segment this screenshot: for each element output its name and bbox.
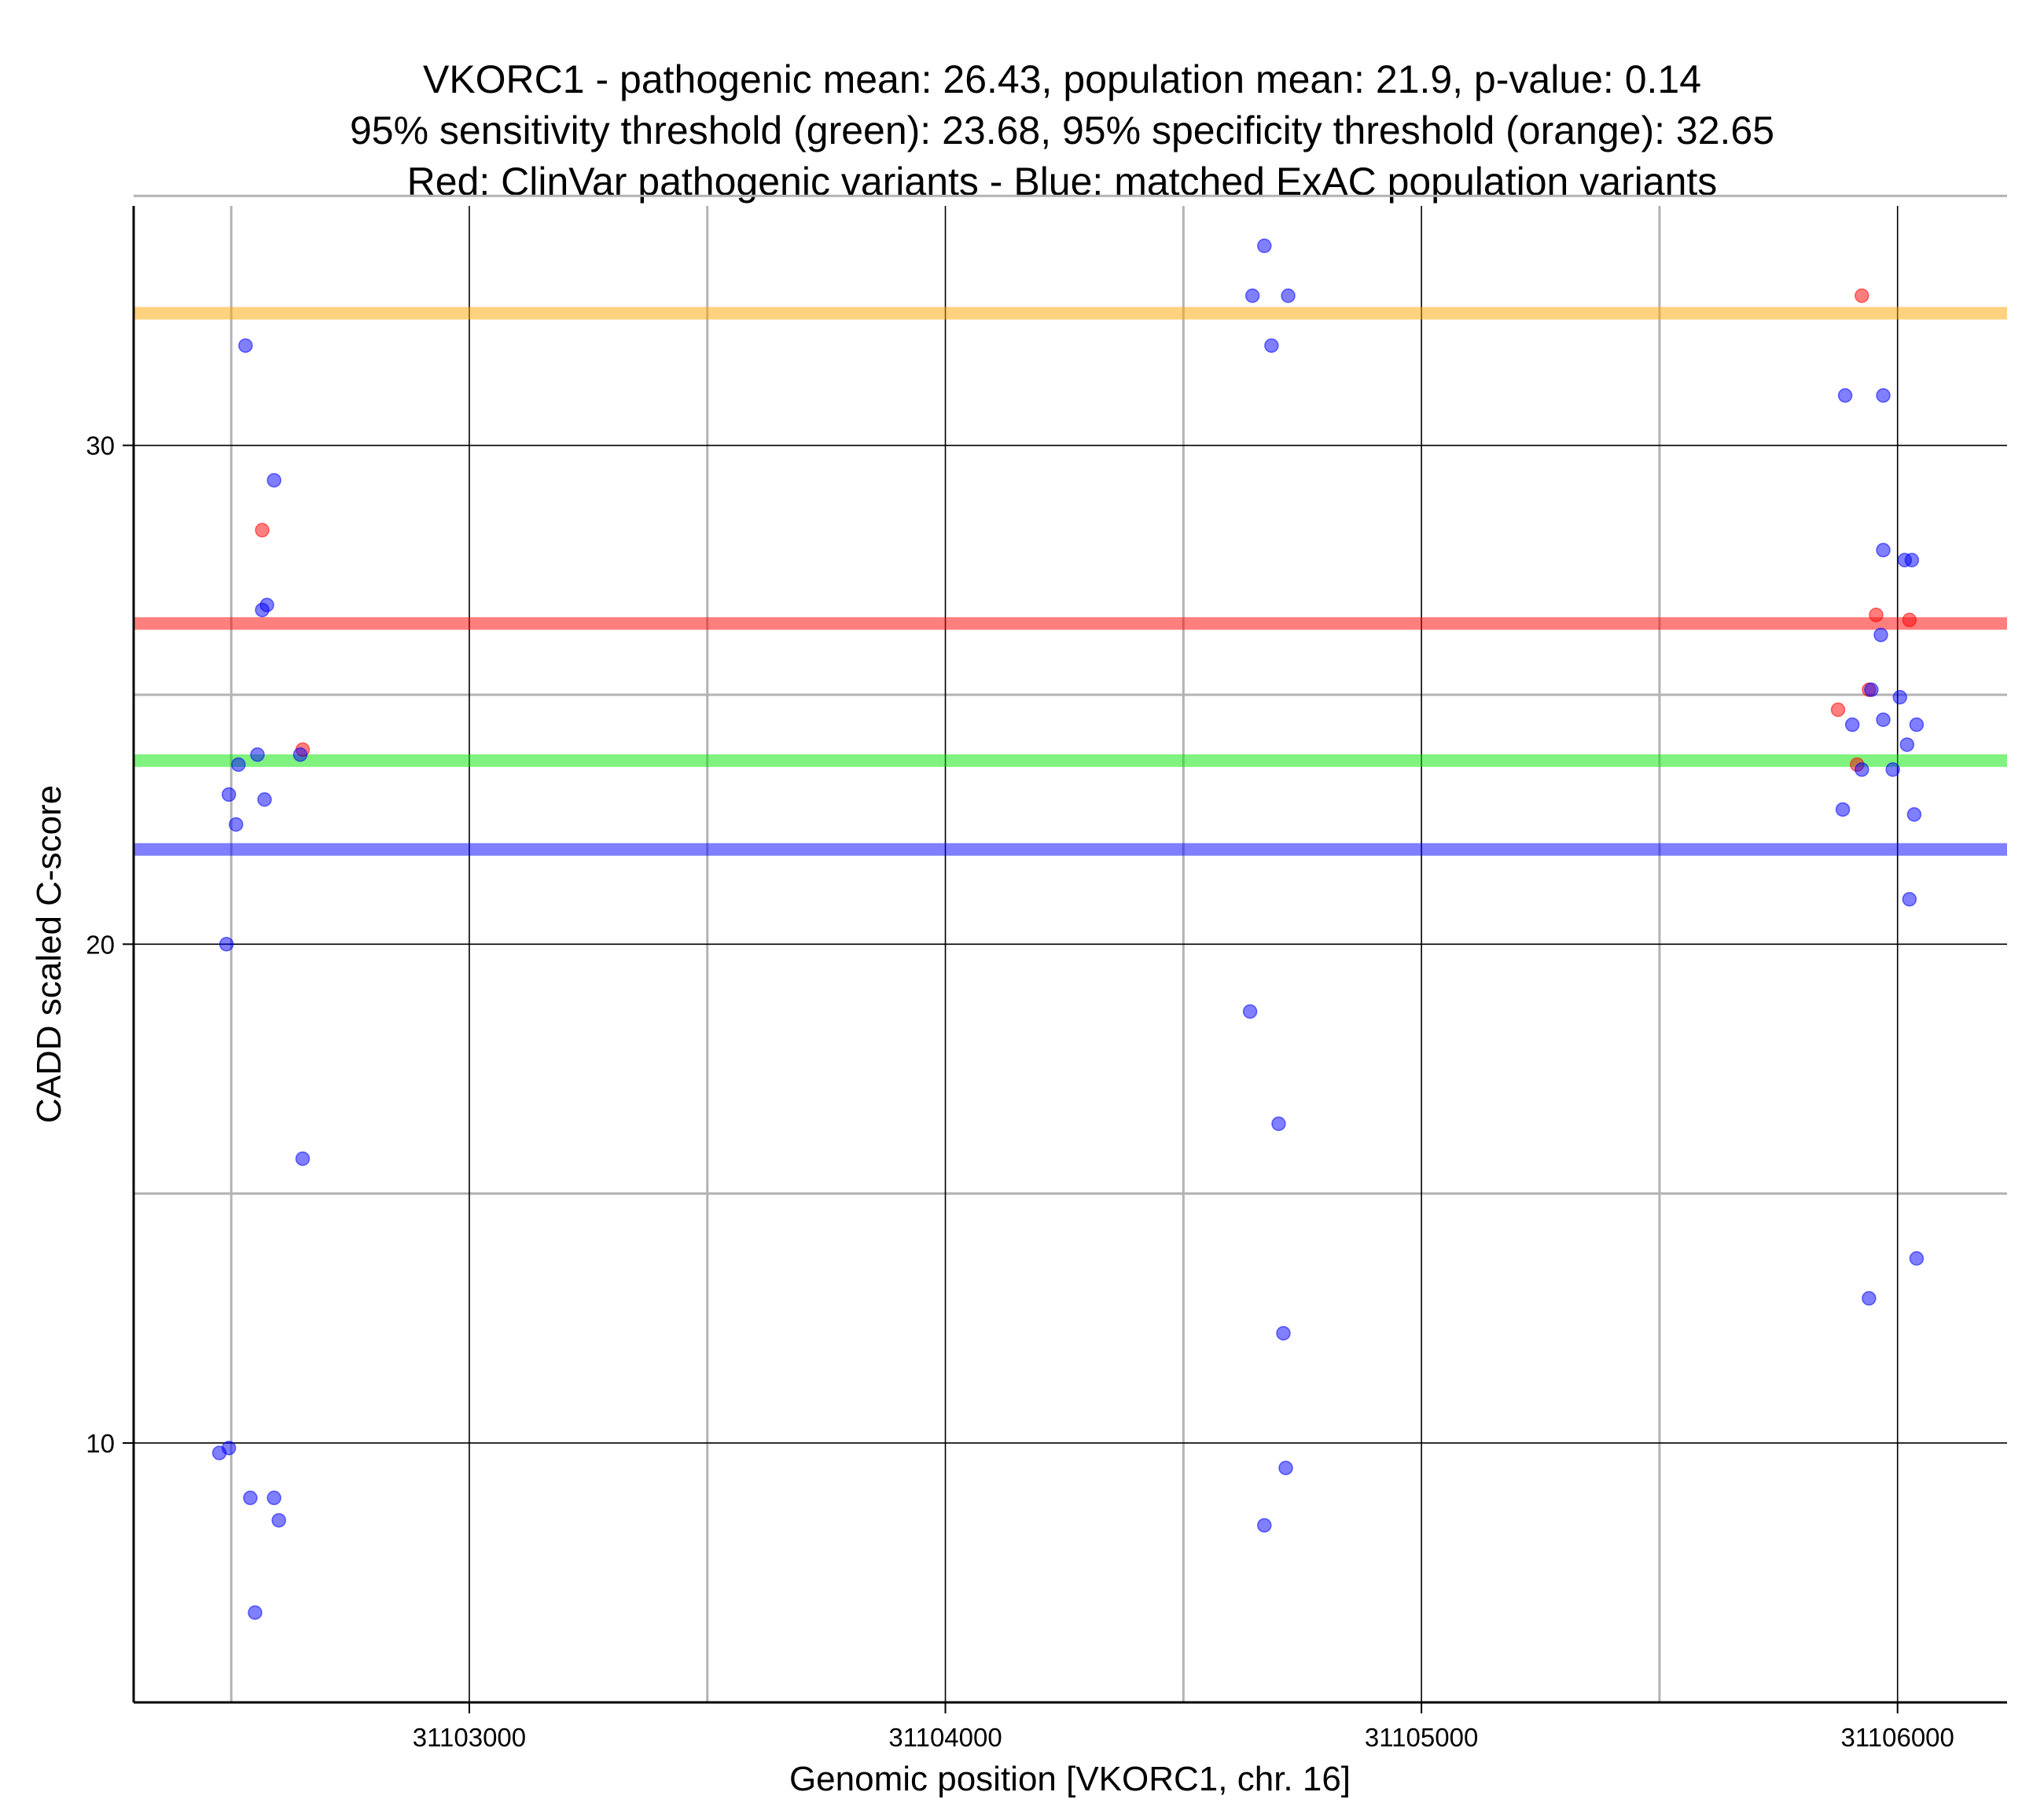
population-variant-point xyxy=(1902,891,1917,907)
reference-lines xyxy=(134,307,2007,856)
minor-gridlines xyxy=(134,194,2007,1702)
chart-title-line-2: 95% sensitivity threshold (green): 23.68… xyxy=(350,108,1774,152)
population-variant-point xyxy=(1862,1291,1877,1306)
population-variant-point xyxy=(238,338,253,353)
population-variant-point xyxy=(219,937,234,952)
population-variant-point xyxy=(1257,1518,1272,1533)
population-variant-point xyxy=(221,1441,237,1456)
population-variant-point xyxy=(1864,682,1879,697)
y-tick-label: 10 xyxy=(86,1429,115,1458)
population-variant-point xyxy=(295,1151,311,1166)
population-variant-point xyxy=(1244,288,1260,303)
chart-title: VKORC1 - pathogenic mean: 26.43, populat… xyxy=(350,57,1774,204)
y-tick-label: 20 xyxy=(86,930,115,959)
population-variant-point xyxy=(267,1490,281,1506)
population-variant-point xyxy=(228,817,244,832)
population-variant-point xyxy=(250,747,265,762)
population-variant-point xyxy=(1906,807,1922,822)
population-variant-point xyxy=(1855,762,1869,777)
population-variant-point xyxy=(1242,1004,1258,1019)
population-variant-point xyxy=(243,1490,258,1506)
pathogenic-variant-point xyxy=(1869,608,1884,622)
pathogenic-variant-point xyxy=(255,523,270,538)
population-variant-point xyxy=(255,602,270,618)
x-tick-label: 31103000 xyxy=(413,1723,526,1752)
pathogenic-variant-point xyxy=(1830,702,1846,718)
population-variant-point xyxy=(1876,542,1891,558)
x-tick-label: 31106000 xyxy=(1841,1723,1954,1752)
population-variant-point xyxy=(1909,717,1925,733)
x-tick-label: 31104000 xyxy=(888,1723,1002,1752)
x-axis-title: Genomic position [VKORC1, chr. 16] xyxy=(789,1760,1351,1798)
x-tick-label: 31105000 xyxy=(1365,1723,1478,1752)
population-variant-point xyxy=(1876,712,1891,727)
population-variant-point xyxy=(1264,338,1279,353)
population-variant-point xyxy=(1909,1250,1925,1266)
population-variant-point xyxy=(1276,1326,1291,1341)
population-variant-point xyxy=(257,792,272,807)
pathogenic-variant-point xyxy=(1902,612,1917,628)
population-variant-point xyxy=(1885,762,1900,777)
population-variant-point xyxy=(267,472,281,488)
population-variant-point xyxy=(1892,689,1907,705)
population-variant-point xyxy=(1271,1116,1286,1132)
y-axis-ticks: 10 20 30 xyxy=(86,431,134,1458)
y-tick-label: 30 xyxy=(86,431,115,461)
population-variant-point xyxy=(230,757,246,773)
population-variant-point xyxy=(1281,288,1296,303)
major-gridlines xyxy=(134,206,2007,1702)
population-variant-point xyxy=(1835,802,1851,817)
population-variant-point xyxy=(248,1605,263,1621)
population-variant-point xyxy=(292,747,308,762)
population-variant-point xyxy=(1257,238,1272,254)
population-variant-point xyxy=(271,1513,286,1528)
population-variant-point xyxy=(221,787,237,802)
population-variant-point xyxy=(1876,387,1891,403)
data-points xyxy=(211,238,1925,1621)
population-variant-point xyxy=(1904,553,1920,567)
x-axis-ticks: 31103000 31104000 31105000 31106000 xyxy=(413,1702,1954,1752)
axes xyxy=(132,206,2007,1704)
population-variant-point xyxy=(1873,627,1888,643)
population-variant-point xyxy=(1837,387,1853,403)
pathogenic-variant-point xyxy=(1855,288,1869,303)
population-variant-point xyxy=(1899,737,1915,752)
y-axis-title: CADD scaled C-score xyxy=(30,785,68,1123)
population-variant-point xyxy=(1278,1460,1293,1475)
chart-title-line-1: VKORC1 - pathogenic mean: 26.43, populat… xyxy=(423,57,1701,101)
population-variant-point xyxy=(1844,717,1860,733)
